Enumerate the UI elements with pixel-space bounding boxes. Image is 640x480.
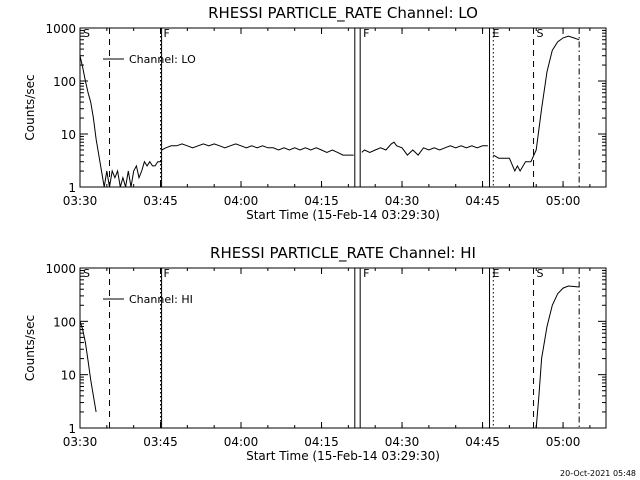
x-tick-label: 04:30 xyxy=(385,435,420,449)
y-axis-label: Counts/sec xyxy=(23,315,37,381)
y-tick-label: 1 xyxy=(68,181,76,195)
x-tick-label: 04:00 xyxy=(224,435,259,449)
footer-timestamp: 20-Oct-2021 05:48 xyxy=(560,469,636,478)
x-axis-label: Start Time (15-Feb-14 03:29:30) xyxy=(246,208,440,222)
y-tick-label: 1000 xyxy=(45,262,76,276)
series-line xyxy=(79,55,162,188)
chart-title: RHESSI PARTICLE_RATE Channel: LO xyxy=(208,4,478,23)
x-tick-label: 04:45 xyxy=(465,194,500,208)
series-line xyxy=(361,141,488,156)
event-marker-label: F xyxy=(164,27,170,40)
event-marker-label: E xyxy=(493,267,500,280)
series-line xyxy=(161,143,354,156)
x-tick-label: 03:45 xyxy=(143,194,178,208)
y-tick-label: 1000 xyxy=(45,22,76,36)
legend-label: Channel: HI xyxy=(129,293,193,306)
y-tick-label: 10 xyxy=(61,128,76,142)
event-marker-label: S xyxy=(83,27,90,40)
y-tick-label: 10 xyxy=(61,369,76,383)
y-tick-label: 100 xyxy=(53,315,76,329)
series-line xyxy=(535,285,580,429)
x-axis-label: Start Time (15-Feb-14 03:29:30) xyxy=(246,449,440,463)
chart-title: RHESSI PARTICLE_RATE Channel: HI xyxy=(210,244,476,263)
event-marker-label: E xyxy=(493,27,500,40)
y-tick-label: 100 xyxy=(53,75,76,89)
event-marker-label: F xyxy=(164,267,170,280)
x-tick-label: 04:15 xyxy=(304,194,339,208)
plot-frame xyxy=(79,267,607,429)
x-tick-label: 05:00 xyxy=(546,435,581,449)
event-marker-label: F xyxy=(363,267,369,280)
legend-label: Channel: LO xyxy=(129,53,196,66)
x-tick-label: 04:00 xyxy=(224,194,259,208)
x-tick-label: 03:30 xyxy=(63,194,98,208)
event-marker-label: S xyxy=(83,267,90,280)
x-tick-label: 04:30 xyxy=(385,194,420,208)
series-line xyxy=(79,321,97,412)
x-tick-label: 04:45 xyxy=(465,435,500,449)
plot-frame xyxy=(79,27,607,188)
event-marker-label: S xyxy=(537,267,544,280)
y-tick-label: 1 xyxy=(68,422,76,436)
x-tick-label: 03:30 xyxy=(63,435,98,449)
y-axis-label: Counts/sec xyxy=(23,74,37,140)
series-line xyxy=(493,35,580,173)
event-marker-label: S xyxy=(537,27,544,40)
event-marker-label: F xyxy=(363,27,369,40)
x-tick-label: 05:00 xyxy=(546,194,581,208)
x-tick-label: 03:45 xyxy=(143,435,178,449)
x-tick-label: 04:15 xyxy=(304,435,339,449)
